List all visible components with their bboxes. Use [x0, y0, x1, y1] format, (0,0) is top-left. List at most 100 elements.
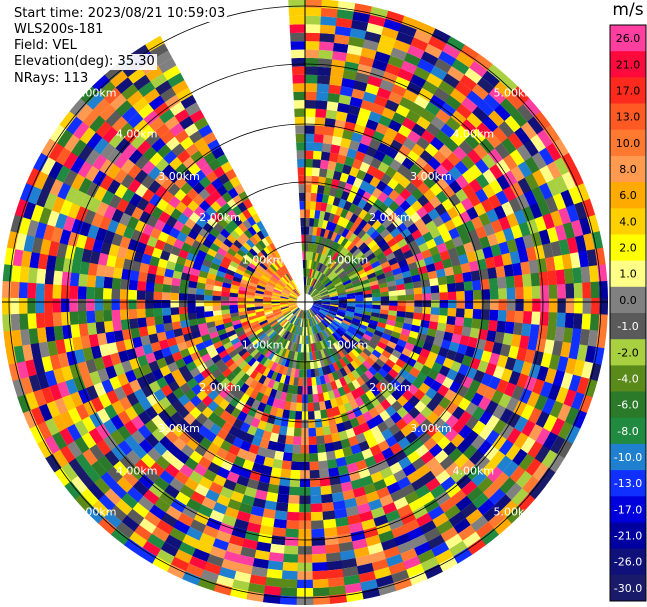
- range-ring-label: 5.00km: [494, 87, 536, 100]
- range-gate: [344, 156, 355, 167]
- range-gate: [445, 116, 462, 132]
- range-gate: [440, 231, 453, 243]
- range-gate: [400, 60, 418, 75]
- range-gate: [343, 200, 353, 211]
- range-gate: [368, 138, 382, 151]
- range-gate: [546, 226, 559, 244]
- range-gate: [311, 545, 326, 555]
- range-gate: [313, 302, 322, 305]
- range-gate: [447, 291, 457, 301]
- range-gate: [520, 404, 535, 421]
- range-gate: [524, 173, 540, 191]
- range-gate: [87, 321, 97, 336]
- range-gate: [581, 361, 594, 380]
- range-gate: [547, 384, 561, 402]
- range-gate: [305, 158, 314, 168]
- range-gate: [367, 194, 378, 206]
- range-gate: [321, 305, 330, 309]
- range-gate: [470, 270, 481, 282]
- range-gate: [313, 303, 322, 306]
- range-gate: [315, 435, 325, 445]
- range-gate: [296, 142, 306, 151]
- range-gate: [488, 277, 499, 290]
- range-gate: [438, 315, 448, 325]
- range-gate: [405, 306, 415, 313]
- range-gate: [309, 209, 316, 219]
- range-gate: [588, 265, 599, 283]
- range-gate: [327, 312, 336, 318]
- range-gate: [468, 260, 479, 273]
- range-gate: [319, 485, 332, 495]
- range-gate: [220, 295, 230, 301]
- range-gate: [517, 177, 532, 195]
- range-ring-label: 1.00km: [327, 254, 369, 267]
- range-gate: [367, 75, 383, 88]
- range-gate: [380, 296, 390, 302]
- range-gate: [486, 330, 497, 343]
- range-gate: [314, 261, 319, 271]
- range-gate: [138, 325, 149, 337]
- range-gate: [347, 105, 361, 116]
- range-gate: [309, 218, 315, 227]
- range-gate: [328, 308, 338, 313]
- range-gate: [537, 129, 554, 149]
- range-gate: [501, 137, 517, 155]
- range-gate: [556, 283, 566, 300]
- range-gate: [323, 527, 338, 537]
- range-gate: [453, 352, 465, 365]
- range-gate: [358, 55, 375, 68]
- range-gate: [319, 289, 328, 295]
- range-gate: [572, 359, 585, 378]
- range-gate: [345, 230, 354, 241]
- range-gate: [60, 284, 70, 299]
- range-gate: [573, 313, 583, 330]
- range-gate: [367, 205, 379, 217]
- range-gate: [506, 212, 519, 228]
- range-gate: [514, 209, 527, 226]
- range-ring-label: 3.00km: [410, 170, 452, 183]
- range-gate: [320, 493, 333, 504]
- range-gate: [103, 287, 112, 300]
- range-gate: [290, 41, 306, 50]
- range-gate: [396, 31, 415, 46]
- range-gate: [296, 394, 303, 403]
- range-gate: [312, 293, 321, 299]
- range-gate: [427, 270, 438, 280]
- range-gate: [455, 308, 465, 318]
- range-gate: [351, 88, 366, 100]
- range-gate: [398, 353, 410, 364]
- range-gate: [396, 283, 406, 291]
- range-gate: [549, 400, 564, 419]
- range-gate: [586, 249, 598, 267]
- range-gate: [339, 272, 348, 280]
- range-gate: [312, 304, 321, 309]
- range-gate: [589, 313, 600, 332]
- range-gate: [579, 217, 592, 236]
- range-gate: [283, 443, 294, 453]
- range-gate: [325, 221, 333, 231]
- range-gate: [493, 254, 504, 268]
- range-gate: [425, 220, 438, 232]
- range-gate: [430, 136, 445, 151]
- range-gate: [445, 349, 457, 361]
- range-gate: [448, 341, 460, 353]
- range-gate: [391, 331, 401, 340]
- range-gate: [350, 320, 360, 327]
- range-gate: [573, 282, 583, 299]
- range-gate: [442, 357, 454, 370]
- range-gate: [438, 284, 448, 293]
- range-gate: [517, 248, 529, 264]
- range-gate: [27, 282, 37, 299]
- range-gate: [327, 92, 341, 103]
- range-gate: [327, 311, 337, 317]
- range-gate: [305, 7, 323, 17]
- range-gate: [495, 190, 509, 206]
- range-gate: [427, 351, 439, 363]
- range-gate: [325, 257, 332, 267]
- range-gate: [70, 323, 81, 338]
- range-gate: [327, 270, 335, 279]
- colorbar-tick-label: -17.0: [614, 503, 642, 516]
- range-gate: [479, 236, 491, 250]
- range-gate: [583, 233, 595, 252]
- range-gate: [582, 298, 592, 315]
